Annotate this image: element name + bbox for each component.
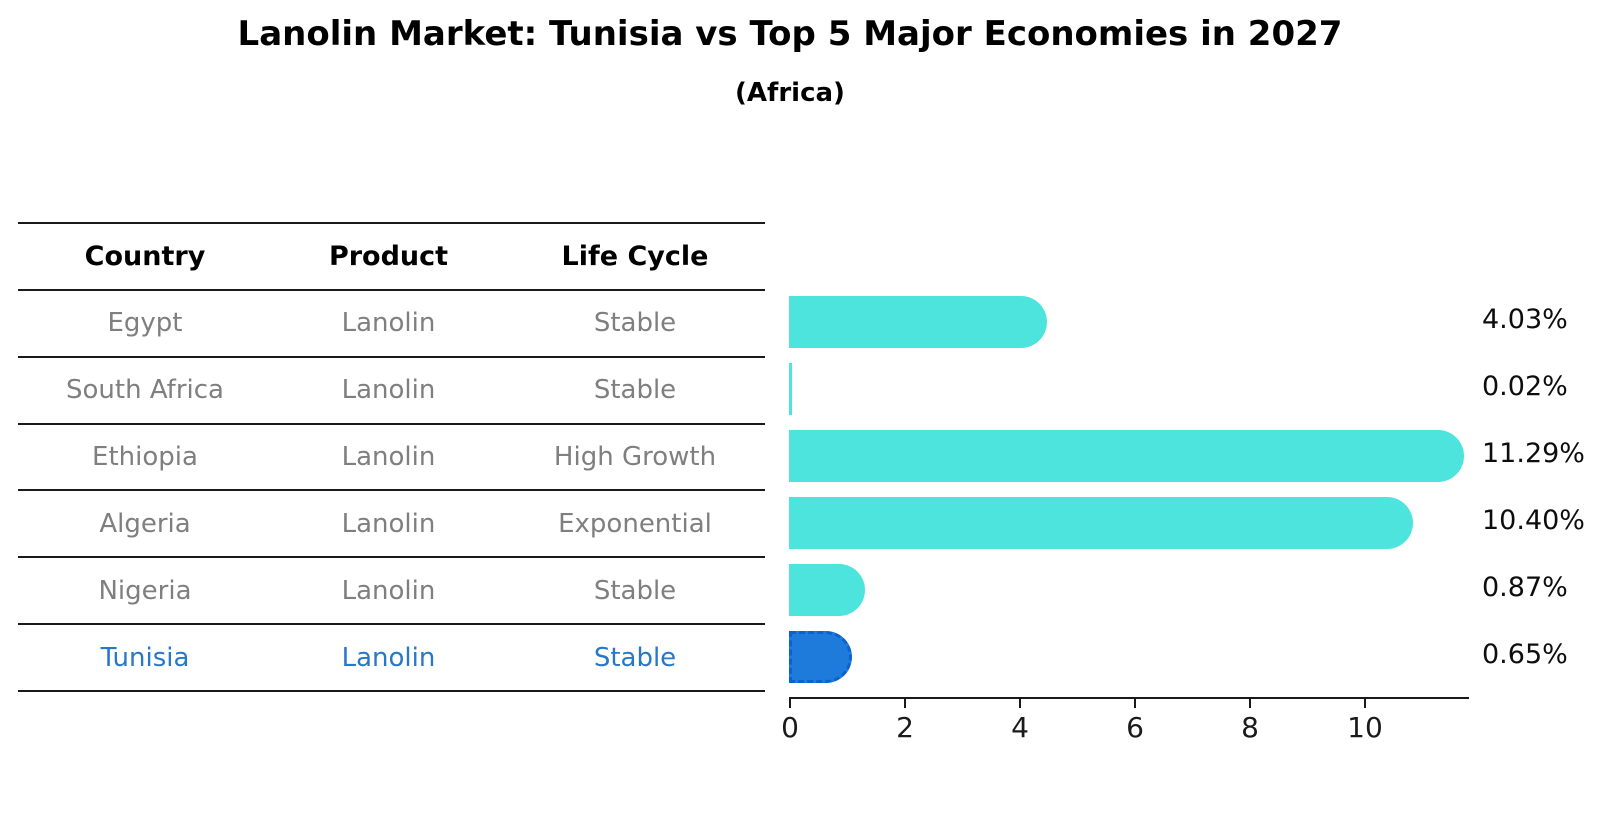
country-cell: Tunisia (100, 642, 190, 673)
life-cycle-cell: Stable (593, 375, 677, 406)
x-tick (1019, 699, 1021, 708)
table-header-product-cell: Product (328, 240, 449, 272)
country-cell: Egypt (107, 308, 183, 339)
x-tick-label: 2 (896, 711, 914, 744)
x-tick (1134, 699, 1136, 708)
bar-ethiopia (789, 430, 1465, 482)
bar-algeria (789, 496, 1413, 549)
chart-subtitle: (Africa) (735, 78, 845, 108)
x-tick-label: 0 (781, 711, 799, 744)
table-header-country-cell: Country (84, 240, 206, 272)
x-tick (1249, 699, 1251, 708)
life-cycle-cell: Stable (593, 642, 677, 673)
table-row-algeria: Algeria Lanolin Exponential (18, 489, 765, 556)
table-bottom-rule (18, 690, 765, 693)
value-label-egypt: 4.03% (1482, 304, 1568, 336)
table-row-nigeria: Nigeria Lanolin Stable (18, 556, 765, 623)
table-row-south-africa: South Africa Lanolin Stable (18, 355, 765, 423)
life-cycle-cell: Stable (593, 575, 677, 606)
table-row-ethiopia: Ethiopia Lanolin High Growth (18, 422, 765, 490)
x-tick-label: 4 (1011, 711, 1029, 744)
bar-tunisia (789, 630, 853, 683)
table-header-life-cycle-cell: Life Cycle (561, 240, 709, 272)
x-axis-line (789, 697, 1469, 699)
x-tick (904, 699, 906, 708)
value-label-tunisia: 0.65% (1482, 638, 1568, 670)
country-cell: Nigeria (98, 575, 192, 606)
product-cell: Lanolin (341, 375, 436, 406)
product-cell: Lanolin (341, 642, 436, 673)
life-cycle-cell: Exponential (558, 508, 712, 539)
value-label-nigeria: 0.87% (1482, 571, 1568, 603)
x-tick-label: 10 (1347, 711, 1383, 744)
life-cycle-cell: High Growth (553, 442, 717, 472)
product-cell: Lanolin (341, 308, 436, 339)
country-cell: Ethiopia (92, 442, 198, 472)
value-label-south-africa: 0.02% (1482, 371, 1568, 403)
value-label-ethiopia: 11.29% (1482, 438, 1585, 469)
x-tick (789, 699, 791, 708)
table-row-tunisia: Tunisia Lanolin Stable (18, 623, 765, 690)
country-cell: South Africa (66, 375, 224, 406)
product-cell: Lanolin (341, 442, 436, 472)
x-tick (1364, 699, 1366, 708)
bar-egypt (789, 296, 1047, 349)
country-cell: Algeria (99, 508, 191, 539)
value-label-algeria: 10.40% (1482, 504, 1585, 536)
table-row-header: Country Product Life Cycle (18, 222, 765, 289)
table-row-egypt: Egypt Lanolin Stable (18, 288, 765, 356)
bar-nigeria (789, 563, 866, 616)
product-cell: Lanolin (341, 575, 436, 606)
product-cell: Lanolin (341, 508, 436, 539)
x-tick-label: 8 (1241, 711, 1259, 744)
chart-title: Lanolin Market: Tunisia vs Top 5 Major E… (237, 14, 1343, 54)
bar-south-africa (789, 363, 792, 416)
x-tick-label: 6 (1126, 711, 1144, 744)
life-cycle-cell: Stable (593, 308, 677, 339)
